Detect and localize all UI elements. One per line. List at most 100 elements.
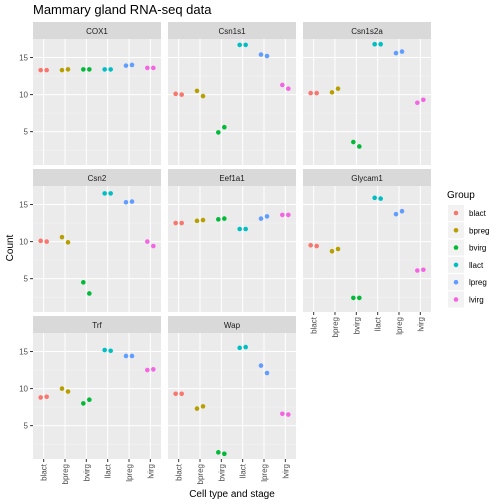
x-tick-label: lvirg (416, 317, 425, 332)
y-tick-label: 15 (19, 201, 28, 210)
x-tick-label: blact (40, 463, 49, 481)
data-point-blact (308, 242, 313, 248)
data-point-bpreg (65, 67, 71, 72)
data-point-llact (378, 41, 383, 47)
data-point-blact (314, 90, 319, 96)
data-point-lpreg (129, 199, 135, 204)
legend: Group blact bpreg bvirg llact lpreg lvirg (447, 190, 489, 308)
y-tick-label: 5 (24, 422, 29, 431)
data-point-bvirg (81, 67, 86, 72)
legend-swatch (453, 262, 459, 268)
legend-swatch (453, 210, 459, 216)
data-point-lvirg (421, 267, 426, 273)
x-axis-title: Cell type and stage (189, 489, 275, 500)
data-point-bpreg (200, 93, 206, 99)
facet-strip (168, 169, 296, 186)
facet-strip (168, 22, 296, 39)
facet-strip (168, 316, 296, 333)
x-tick-label: llact (239, 463, 248, 478)
y-tick-label: 15 (19, 348, 28, 357)
legend-item-llact: llact (448, 256, 484, 273)
data-point-bvirg (351, 139, 356, 145)
panel-background (168, 333, 296, 459)
legend-swatch (453, 245, 459, 250)
data-point-bpreg (59, 67, 65, 73)
data-point-bpreg (59, 386, 65, 391)
data-point-lvirg (280, 411, 285, 417)
legend-label: lvirg (469, 296, 484, 305)
data-point-llact (372, 41, 377, 47)
data-point-llact (102, 347, 107, 353)
x-tick-label: llact (104, 463, 113, 478)
panel-background (168, 186, 296, 312)
facet-trf: Trf 5 10 15 blact bpreg bvirg llact lpreg lvirg (19, 316, 161, 484)
data-point-bpreg (200, 404, 206, 409)
data-point-bvirg (222, 216, 227, 221)
facet-strip-label: Eef1a1 (219, 174, 245, 183)
data-point-lvirg (286, 212, 291, 218)
data-point-bpreg (59, 234, 65, 240)
data-point-lpreg (123, 63, 129, 68)
data-point-blact (44, 239, 49, 244)
data-point-blact (38, 67, 43, 73)
facet-strip-label: Trf (92, 321, 102, 330)
x-tick-label: lpreg (260, 464, 269, 482)
facet-csn1s2a: Csn1s2a (303, 22, 431, 165)
data-point-blact (44, 394, 49, 400)
data-point-bvirg (87, 397, 92, 403)
data-point-lvirg (280, 82, 285, 88)
x-tick-label: blact (310, 316, 319, 334)
data-point-blact (173, 91, 178, 97)
data-point-lpreg (258, 363, 264, 368)
legend-label: blact (469, 209, 487, 218)
facet-eef1a1: Eef1a1 (168, 169, 296, 312)
x-tick-label: bvirg (82, 464, 91, 481)
data-point-bvirg (87, 291, 92, 296)
data-point-bvirg (81, 401, 86, 406)
data-point-bpreg (335, 86, 341, 91)
data-point-blact (308, 90, 313, 96)
data-point-blact (179, 92, 184, 97)
facet-strip-label: Wap (224, 321, 241, 330)
data-point-blact (44, 67, 49, 73)
data-point-lpreg (129, 62, 135, 68)
facet-csn2: Csn2 5 10 15 (19, 169, 161, 312)
data-point-lpreg (264, 370, 270, 376)
legend-item-lvirg: lvirg (448, 291, 484, 308)
data-point-lpreg (264, 53, 270, 59)
y-axis-title: Count (5, 234, 16, 261)
data-point-bvirg (222, 124, 227, 130)
data-point-llact (243, 42, 248, 48)
data-point-lvirg (415, 268, 420, 273)
x-tick-label: bpreg (61, 464, 70, 484)
data-point-llact (372, 195, 377, 201)
panel-background (33, 333, 161, 459)
legend-item-blact: blact (448, 205, 487, 221)
facet-glycam1: Glycam1 blact bpreg bvirg llact lpreg lvirg (303, 169, 431, 337)
data-point-lvirg (151, 243, 156, 249)
legend-item-lpreg: lpreg (448, 274, 487, 291)
facet-strip-label: Csn1s2a (351, 27, 383, 36)
facet-strip (303, 22, 431, 39)
panel-background (303, 39, 431, 165)
data-point-lvirg (286, 86, 291, 91)
legend-item-bpreg: bpreg (448, 222, 489, 239)
data-point-llact (102, 191, 107, 196)
legend-label: llact (469, 261, 484, 270)
x-tick-label: bvirg (352, 317, 361, 334)
y-tick-label: 5 (24, 128, 29, 137)
chart-title: Mammary gland RNA-seq data (33, 2, 212, 17)
facet-strip-label: Csn2 (88, 174, 107, 183)
data-point-bpreg (329, 248, 335, 254)
data-point-bvirg (222, 451, 227, 457)
data-point-bvirg (87, 67, 92, 72)
data-point-blact (314, 243, 319, 249)
facet-strip (33, 316, 161, 333)
data-point-lvirg (145, 239, 150, 244)
facet-wap: Wap blact bpreg bvirg llact lpreg lvirg (168, 316, 296, 484)
data-point-llact (237, 226, 242, 232)
panel-background (303, 186, 431, 312)
data-point-lpreg (264, 214, 270, 219)
data-point-llact (237, 42, 242, 48)
